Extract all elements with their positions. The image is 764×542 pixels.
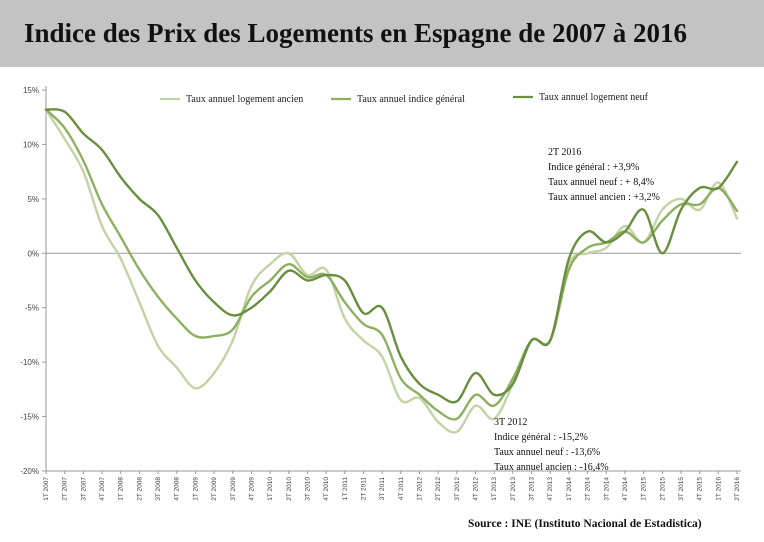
x-tick-label: 4T 2012 bbox=[473, 477, 480, 501]
x-tick-label: 4T 2011 bbox=[398, 477, 405, 501]
x-tick-label: 1T 2009 bbox=[192, 477, 199, 501]
y-axis-ticks: 15% 10% 5% 0% -5% -10% -15% -20% bbox=[20, 86, 46, 476]
x-tick-label: 3T 2014 bbox=[603, 477, 610, 501]
annotation-line: Indice général : -15,2% bbox=[494, 432, 588, 443]
legend-label: Taux annuel logement neuf bbox=[539, 92, 649, 103]
y-tick-label: -10% bbox=[20, 358, 39, 367]
annotation-line: Taux annuel ancien : -16,4% bbox=[494, 462, 609, 473]
x-tick-label: 4T 2014 bbox=[622, 477, 629, 501]
x-tick-label: 3T 2015 bbox=[678, 477, 685, 501]
x-tick-label: 4T 2007 bbox=[99, 477, 106, 501]
x-tick-label: 4T 2015 bbox=[697, 477, 704, 501]
y-tick-label: -5% bbox=[25, 304, 39, 313]
x-tick-label: 3T 2007 bbox=[80, 477, 87, 501]
chart-container: 15% 10% 5% 0% -5% -10% -15% -20% 1T 2007 2T 2007… bbox=[0, 67, 764, 537]
chart-series bbox=[44, 108, 739, 434]
x-tick-label: 1T 2014 bbox=[566, 477, 573, 501]
annotation-line: Taux annuel neuf : + 8,4% bbox=[548, 177, 654, 188]
x-tick-label: 3T 2009 bbox=[230, 477, 237, 501]
y-tick-label: -20% bbox=[20, 467, 39, 476]
annotation-heading: 2T 2016 bbox=[548, 147, 581, 158]
x-tick-label: 3T 2013 bbox=[529, 477, 536, 501]
legend-label: Taux annuel logement ancien bbox=[186, 94, 303, 105]
x-tick-label: 2T 2011 bbox=[360, 477, 367, 501]
series-line-neuf bbox=[44, 108, 739, 404]
x-tick-label: 2T 2013 bbox=[510, 477, 517, 501]
y-tick-label: -15% bbox=[20, 413, 39, 422]
x-tick-label: 2T 2014 bbox=[585, 477, 592, 501]
chart-legend: Taux annuel logement ancien Taux annuel i… bbox=[160, 92, 649, 105]
x-tick-label: 1T 2007 bbox=[43, 477, 50, 501]
x-tick-label: 3T 2011 bbox=[379, 477, 386, 501]
x-tick-label: 2T 2007 bbox=[62, 477, 69, 501]
legend-label: Taux annuel indice général bbox=[357, 94, 465, 105]
x-axis-ticks: 1T 2007 2T 2007 3T 2007 4T 2007 1T 2008 2T 20… bbox=[43, 471, 741, 501]
annotation-line: Taux annuel neuf : -13,6% bbox=[494, 447, 600, 458]
x-tick-label: 2T 2015 bbox=[659, 477, 666, 501]
x-tick-label: 3T 2012 bbox=[454, 477, 461, 501]
y-tick-label: 15% bbox=[23, 86, 39, 95]
chart-axes bbox=[45, 86, 741, 472]
x-tick-label: 1T 2016 bbox=[715, 477, 722, 501]
page-title: Indice des Prix des Logements en Espagne… bbox=[24, 18, 688, 48]
y-tick-label: 0% bbox=[27, 249, 39, 258]
line-chart: 15% 10% 5% 0% -5% -10% -15% -20% 1T 2007 2T 2007… bbox=[20, 86, 741, 501]
chart-annotations: 2T 2016 Indice général : +3,9% Taux annuel… bbox=[494, 147, 660, 473]
x-tick-label: 3T 2010 bbox=[304, 477, 311, 501]
series-line-general bbox=[44, 108, 739, 421]
x-tick-label: 1T 2011 bbox=[342, 477, 349, 501]
x-tick-label: 1T 2013 bbox=[491, 477, 498, 501]
x-tick-label: 3T 2008 bbox=[155, 477, 162, 501]
x-tick-label: 4T 2008 bbox=[174, 477, 181, 501]
x-tick-label: 4T 2010 bbox=[323, 477, 330, 501]
y-tick-label: 10% bbox=[23, 140, 39, 149]
annotation-heading: 3T 2012 bbox=[494, 417, 527, 428]
x-tick-label: 4T 2013 bbox=[547, 477, 554, 501]
x-tick-label: 2T 2009 bbox=[211, 477, 218, 501]
x-tick-label: 1T 2008 bbox=[118, 477, 125, 501]
x-tick-label: 1T 2015 bbox=[641, 477, 648, 501]
x-tick-label: 2T 2016 bbox=[734, 477, 741, 501]
x-tick-label: 2T 2008 bbox=[136, 477, 143, 501]
annotation-line: Indice général : +3,9% bbox=[548, 162, 639, 173]
x-tick-label: 1T 2012 bbox=[417, 477, 424, 501]
x-tick-label: 2T 2012 bbox=[435, 477, 442, 501]
annotation-line: Taux annuel ancien : +3,2% bbox=[548, 192, 660, 203]
source-note: Source : INE (Instituto Nacional de Esta… bbox=[468, 518, 702, 530]
x-tick-label: 4T 2009 bbox=[248, 477, 255, 501]
title-bar: Indice des Prix des Logements en Espagne… bbox=[0, 0, 764, 67]
series-line-ancien bbox=[44, 108, 739, 434]
x-tick-label: 1T 2010 bbox=[267, 477, 274, 501]
y-tick-label: 5% bbox=[27, 195, 39, 204]
x-tick-label: 2T 2010 bbox=[286, 477, 293, 501]
